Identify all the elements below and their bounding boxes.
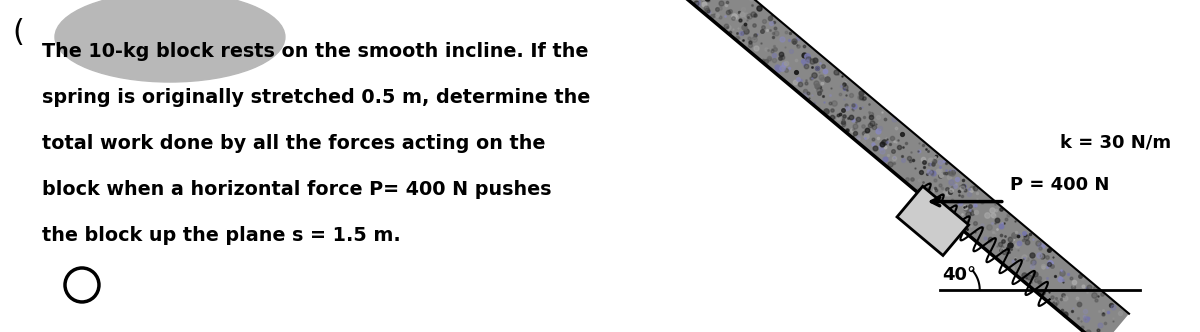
Polygon shape [898,186,968,255]
Text: k = 30 N/m: k = 30 N/m [1060,133,1171,151]
Text: total work done by all the forces acting on the: total work done by all the forces acting… [42,134,545,153]
Circle shape [65,268,98,302]
Text: The 10-kg block rests on the smooth incline. If the: The 10-kg block rests on the smooth incl… [42,42,588,61]
Text: 40°: 40° [943,266,977,284]
Ellipse shape [55,0,284,82]
Text: spring is originally stretched 0.5 m, determine the: spring is originally stretched 0.5 m, de… [42,88,590,107]
Text: P = 400 N: P = 400 N [1009,176,1109,194]
Text: (: ( [12,18,24,46]
Text: the block up the plane s = 1.5 m.: the block up the plane s = 1.5 m. [42,226,401,245]
Text: block when a horizontal force P= 400 N pushes: block when a horizontal force P= 400 N p… [42,180,552,199]
Polygon shape [688,0,1129,332]
